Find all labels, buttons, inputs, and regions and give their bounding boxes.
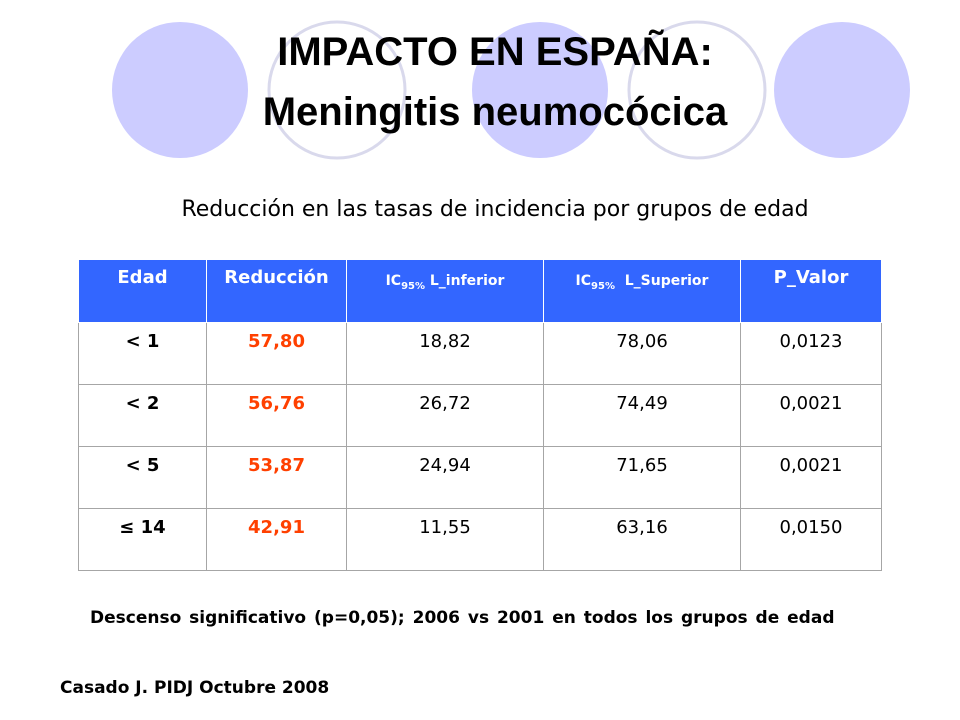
table-row: < 1 57,80 18,82 78,06 0,0123 <box>78 322 882 385</box>
cell-edad: < 5 <box>78 446 207 509</box>
header-ic-superior: IC95% L_Superior <box>543 259 741 323</box>
cell-superior: 78,06 <box>543 322 741 385</box>
cell-edad: ≤ 14 <box>78 508 207 571</box>
header-edad: Edad <box>78 259 207 323</box>
header-ic-inferior: IC95% L_inferior <box>346 259 544 323</box>
header-reduccion: Reducción <box>206 259 347 323</box>
table-row: < 2 56,76 26,72 74,49 0,0021 <box>78 384 882 447</box>
cell-edad: < 2 <box>78 384 207 447</box>
cell-inferior: 11,55 <box>346 508 544 571</box>
cell-reduccion: 42,91 <box>206 508 347 571</box>
slide-title-line2: Meningitis neumocócica <box>262 90 728 134</box>
decorative-circles <box>112 20 910 160</box>
cell-pvalor: 0,0021 <box>740 384 882 447</box>
decor-circle-2 <box>267 20 407 160</box>
cell-edad: < 1 <box>78 322 207 385</box>
table-header-row: Edad Reducción IC95% L_inferior IC95% L_… <box>78 259 882 323</box>
cell-pvalor: 0,0150 <box>740 508 882 571</box>
cell-reduccion: 53,87 <box>206 446 347 509</box>
table-row: < 5 53,87 24,94 71,65 0,0021 <box>78 446 882 509</box>
cell-inferior: 18,82 <box>346 322 544 385</box>
decor-circle-5 <box>774 22 910 158</box>
cell-pvalor: 0,0123 <box>740 322 882 385</box>
significance-note: Descenso significativo (p=0,05); 2006 vs… <box>90 608 835 628</box>
table-row: ≤ 14 42,91 11,55 63,16 0,0150 <box>78 508 882 571</box>
cell-inferior: 26,72 <box>346 384 544 447</box>
incidence-table: Edad Reducción IC95% L_inferior IC95% L_… <box>78 259 882 571</box>
slide-title-line1: IMPACTO EN ESPAÑA: <box>277 30 713 74</box>
header-p-valor: P_Valor <box>740 259 882 323</box>
cell-superior: 74,49 <box>543 384 741 447</box>
source-citation: Casado J. PIDJ Octubre 2008 <box>60 678 330 698</box>
cell-superior: 71,65 <box>543 446 741 509</box>
cell-reduccion: 56,76 <box>206 384 347 447</box>
slide-subtitle: Reducción en las tasas de incidencia por… <box>181 197 809 222</box>
cell-superior: 63,16 <box>543 508 741 571</box>
decor-circle-4 <box>627 20 767 160</box>
cell-inferior: 24,94 <box>346 446 544 509</box>
decor-circle-1 <box>112 22 248 158</box>
cell-reduccion: 57,80 <box>206 322 347 385</box>
decor-circle-3 <box>472 22 608 158</box>
cell-pvalor: 0,0021 <box>740 446 882 509</box>
